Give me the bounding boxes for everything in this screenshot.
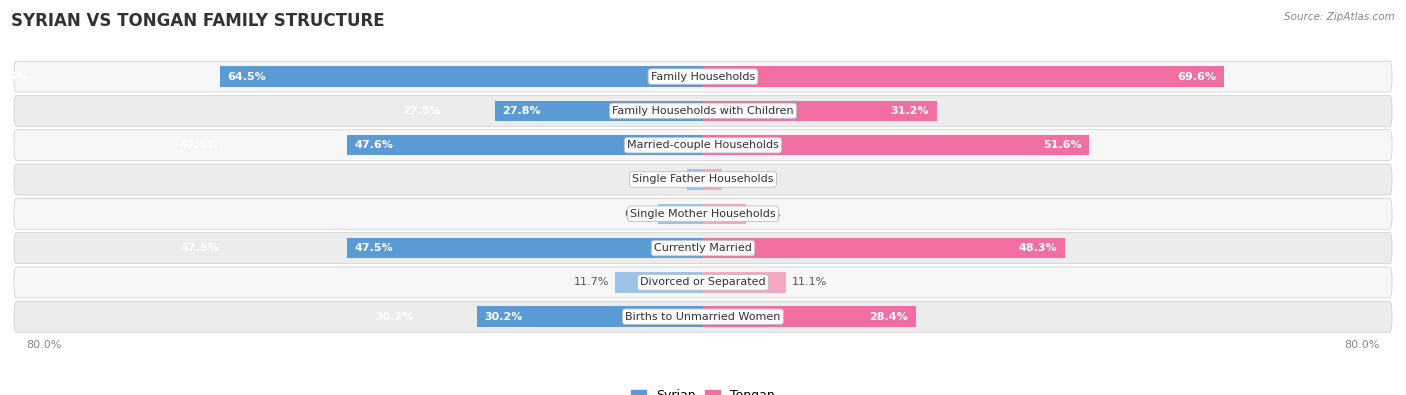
Text: 11.1%: 11.1% <box>792 277 827 288</box>
Text: 11.7%: 11.7% <box>574 277 609 288</box>
Bar <box>658 203 703 224</box>
Text: Births to Unmarried Women: Births to Unmarried Women <box>626 312 780 322</box>
Bar <box>703 66 1225 87</box>
Text: Family Households with Children: Family Households with Children <box>612 106 794 116</box>
Bar <box>347 238 703 258</box>
Text: 47.6%: 47.6% <box>354 140 392 150</box>
Text: 27.8%: 27.8% <box>502 106 541 116</box>
Text: 80.0%: 80.0% <box>1344 340 1379 350</box>
Bar <box>703 203 747 224</box>
Text: 48.3%: 48.3% <box>1018 243 1057 253</box>
Text: Single Mother Households: Single Mother Households <box>630 209 776 219</box>
Bar <box>703 135 1090 156</box>
FancyBboxPatch shape <box>14 61 1392 92</box>
FancyBboxPatch shape <box>14 164 1392 195</box>
Text: Source: ZipAtlas.com: Source: ZipAtlas.com <box>1284 12 1395 22</box>
FancyBboxPatch shape <box>14 198 1392 229</box>
Text: 80.0%: 80.0% <box>27 340 62 350</box>
Bar <box>703 238 1064 258</box>
Bar <box>477 307 703 327</box>
Bar <box>346 135 703 156</box>
Text: Currently Married: Currently Married <box>654 243 752 253</box>
Bar <box>703 307 915 327</box>
Text: 31.2%: 31.2% <box>890 106 929 116</box>
Text: SYRIAN VS TONGAN FAMILY STRUCTURE: SYRIAN VS TONGAN FAMILY STRUCTURE <box>11 12 385 30</box>
Text: 6.0%: 6.0% <box>624 209 652 219</box>
FancyBboxPatch shape <box>14 267 1392 298</box>
Bar <box>616 272 703 293</box>
FancyBboxPatch shape <box>14 96 1392 126</box>
Text: 47.5%: 47.5% <box>181 243 219 253</box>
Text: 27.8%: 27.8% <box>402 106 440 116</box>
Text: 30.2%: 30.2% <box>375 312 413 322</box>
Text: 64.5%: 64.5% <box>0 71 28 81</box>
Text: 2.2%: 2.2% <box>652 175 681 184</box>
Text: 64.5%: 64.5% <box>228 71 266 81</box>
Bar <box>686 169 703 190</box>
Legend: Syrian, Tongan: Syrian, Tongan <box>626 384 780 395</box>
Text: 5.8%: 5.8% <box>752 209 780 219</box>
Text: 30.2%: 30.2% <box>484 312 523 322</box>
Text: 47.6%: 47.6% <box>180 140 218 150</box>
Bar <box>495 101 703 121</box>
Text: Divorced or Separated: Divorced or Separated <box>640 277 766 288</box>
FancyBboxPatch shape <box>14 301 1392 332</box>
Bar <box>219 66 703 87</box>
Text: 28.4%: 28.4% <box>869 312 908 322</box>
Text: 69.6%: 69.6% <box>1178 71 1216 81</box>
Bar <box>703 169 721 190</box>
FancyBboxPatch shape <box>14 233 1392 263</box>
Text: 47.5%: 47.5% <box>354 243 394 253</box>
FancyBboxPatch shape <box>14 130 1392 161</box>
Text: 51.6%: 51.6% <box>1043 140 1083 150</box>
Bar <box>703 272 786 293</box>
Text: Single Father Households: Single Father Households <box>633 175 773 184</box>
Bar <box>703 101 936 121</box>
Text: Family Households: Family Households <box>651 71 755 81</box>
Text: 2.5%: 2.5% <box>728 175 756 184</box>
Text: Married-couple Households: Married-couple Households <box>627 140 779 150</box>
